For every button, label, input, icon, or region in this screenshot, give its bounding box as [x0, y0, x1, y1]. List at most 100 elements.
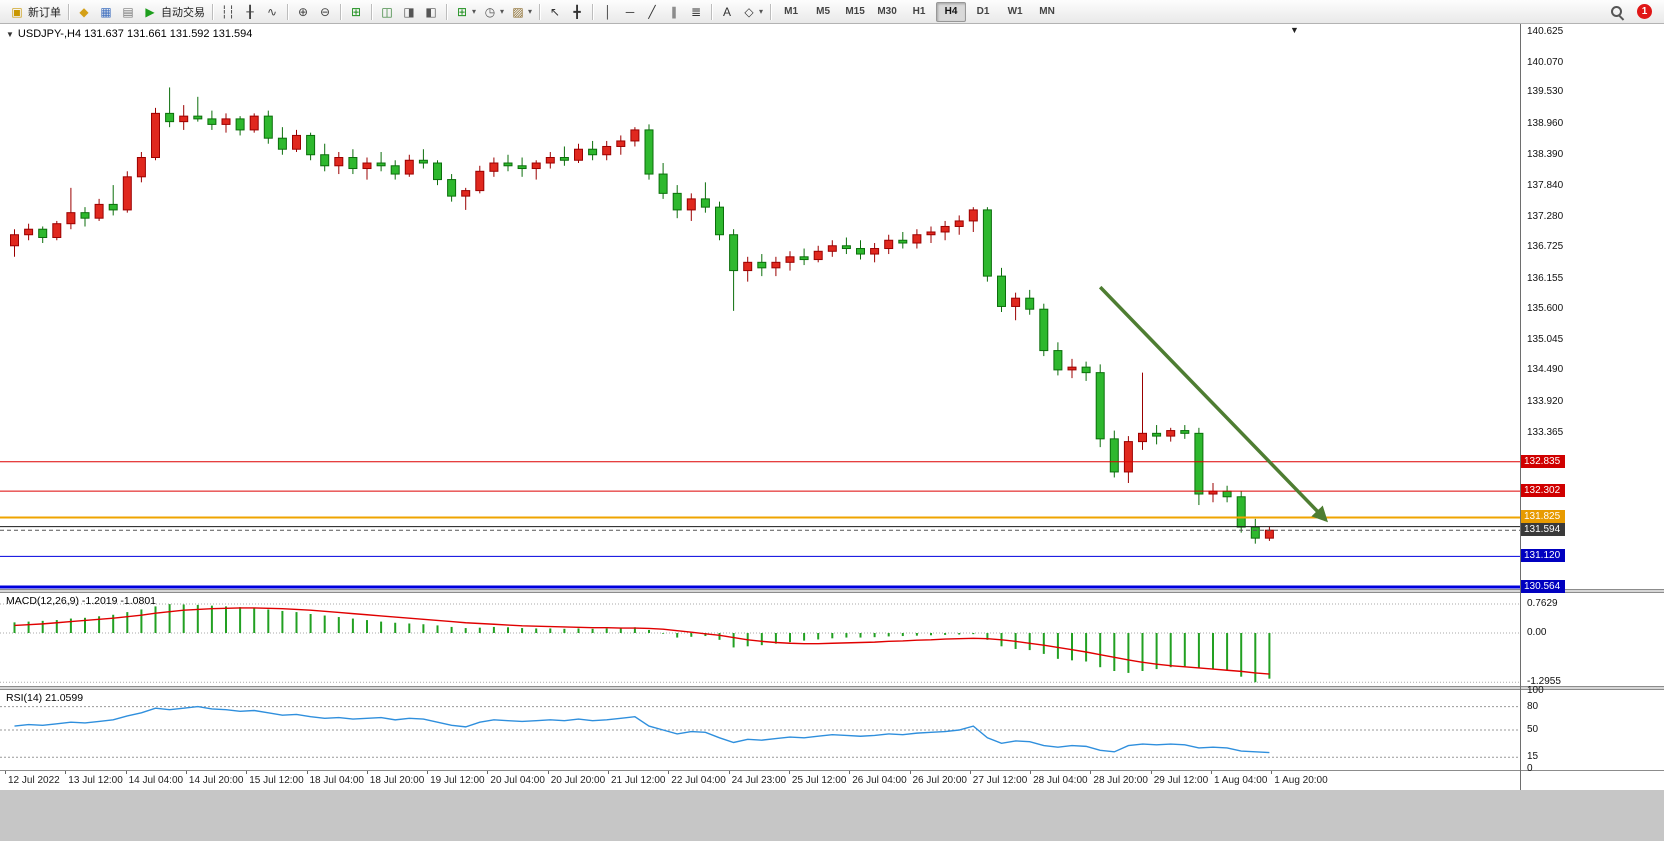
vertical-line-icon[interactable]: │ [597, 2, 619, 22]
timeframe-m30[interactable]: M30 [877, 6, 897, 17]
crosshair-icon[interactable]: ╋ [566, 2, 588, 22]
bearish-candle [1039, 308, 1049, 352]
timeframe-m1[interactable]: M1 [784, 6, 799, 17]
shift-chart-icon[interactable]: ◧ [420, 2, 442, 22]
time-axis-label: 18 Jul 04:00 [309, 775, 365, 786]
history-icon[interactable]: ◆ [73, 2, 95, 22]
line-chart-icon[interactable]: ∿ [261, 2, 283, 22]
timeframe-m15[interactable]: M15 [845, 6, 865, 17]
trend-arrow[interactable] [1098, 285, 1328, 523]
bearish-candle [658, 173, 668, 194]
bullish-candle [221, 118, 231, 125]
time-axis-label: 26 Jul 20:00 [912, 775, 968, 786]
timeframe-h4[interactable]: H4 [936, 1, 967, 22]
toolbar-button-groups: ▣ 新订单 ◆ ▦ ▤ ▶ 自动交易 ┆┆ ╂ ∿ ⊕ ⊖ ⊞ ◫ ◨ ◧ ⊞ ▾ ◷ ▾ ▨ ▾ ↖ ╋ │ ─ ╱ ∥ ≣ A ◇ ▾ [6, 2, 766, 22]
profiles-icon[interactable]: ◨ [398, 2, 420, 22]
dropdown-caret-icon[interactable]: ▾ [528, 7, 533, 16]
time-axis-tick [668, 771, 670, 774]
dropdown-caret-icon[interactable]: ▾ [500, 7, 505, 16]
bullish-candle [686, 198, 696, 211]
text-icon[interactable]: A [716, 2, 738, 22]
indicators-add-icon[interactable]: ⊞ ▾ [451, 2, 479, 22]
navigator-icon[interactable]: ▤ [117, 2, 139, 22]
line-chart-icon: ∿ [266, 4, 278, 19]
bullish-candle [461, 190, 471, 197]
timeframe-w1[interactable]: W1 [1007, 6, 1023, 17]
candlestick-chart-icon[interactable]: ╂ [239, 2, 261, 22]
trendline-icon: ╱ [648, 4, 656, 19]
support-line-orange-badge: 131.825 [1521, 510, 1565, 524]
support-line-blue-1-badge: 131.120 [1521, 549, 1565, 563]
bullish-candle [912, 234, 922, 244]
bearish-candle [306, 134, 316, 156]
resistance-line-2-badge: 132.302 [1521, 484, 1565, 498]
timeframe-mn[interactable]: MN [1039, 6, 1055, 17]
market-watch-icon[interactable]: ▦ [95, 2, 117, 22]
periods-icon[interactable]: ◷ ▾ [479, 2, 507, 22]
bullish-candle [827, 245, 837, 252]
zoom-in-icon[interactable]: ⊕ [292, 2, 314, 22]
bearish-candle [517, 165, 527, 170]
timeframe-d1[interactable]: D1 [976, 6, 990, 17]
time-axis-label: 13 Jul 12:00 [68, 775, 123, 786]
timeframe-h1[interactable]: H1 [912, 6, 926, 17]
tile-windows-icon[interactable]: ⊞ [345, 2, 367, 22]
bearish-candle [715, 206, 724, 236]
time-axis[interactable]: 12 Jul 2022 13 Jul 12:00 14 Jul 04:00 14 Ju… [0, 770, 1664, 791]
bullish-candle [884, 239, 894, 250]
search-icon[interactable] [1609, 4, 1625, 20]
panel-splitter-macd[interactable] [0, 589, 1664, 593]
autotrading-icon: ▶ [145, 4, 155, 19]
toolbar-separator [371, 3, 372, 20]
bullish-candle [334, 157, 344, 167]
time-axis-label: 14 Jul 04:00 [128, 775, 184, 786]
indicators-add-icon: ⊞ [456, 4, 468, 19]
toolbar-separator [592, 3, 594, 20]
time-axis-label: 1 Aug 04:00 [1214, 775, 1268, 786]
zoom-in-icon: ⊕ [297, 4, 309, 19]
bullish-candle [602, 145, 612, 156]
macd-scale-label: 0.7629 [1527, 598, 1558, 609]
bullish-candle [489, 162, 499, 172]
bullish-candle [926, 231, 936, 236]
rsi-line [14, 705, 1270, 754]
arrows-icon[interactable]: ◇ ▾ [738, 2, 766, 22]
time-axis-tick [487, 771, 489, 774]
rsi-panel-canvas[interactable] [0, 690, 1520, 770]
channel-icon[interactable]: ∥ [663, 2, 685, 22]
bearish-candle [1095, 372, 1105, 440]
time-axis-tick [65, 771, 67, 774]
bearish-candle [729, 234, 739, 272]
new-order-button[interactable]: ▣ 新订单 [6, 2, 64, 22]
autotrading-button[interactable]: ▶ 自动交易 [139, 2, 208, 22]
fibonacci-icon[interactable]: ≣ [685, 2, 707, 22]
templates-icon[interactable]: ▨ ▾ [507, 2, 535, 22]
bullish-candle [1264, 529, 1274, 539]
notification-badge[interactable]: 1 [1637, 4, 1652, 19]
macd-scale-label: 0.00 [1527, 627, 1547, 638]
trendline-icon[interactable]: ╱ [641, 2, 663, 22]
bullish-candle [24, 228, 34, 236]
horizontal-line-icon[interactable]: ─ [619, 2, 641, 22]
timeframe-m5[interactable]: M5 [816, 6, 831, 17]
zoom-out-icon[interactable]: ⊖ [314, 2, 336, 22]
new-chart-icon[interactable]: ◫ [376, 2, 398, 22]
time-axis-label: 29 Jul 12:00 [1153, 775, 1209, 786]
price-axis[interactable]: 140.625 140.070 139.530 138.960 138.390 137.8… [1520, 24, 1664, 790]
bearish-candle [672, 192, 682, 211]
bearish-candle [108, 203, 118, 211]
support-line-blue-2-badge: 130.564 [1521, 580, 1565, 594]
price-chart-canvas[interactable] [0, 24, 1520, 590]
macd-panel-canvas[interactable] [0, 593, 1520, 686]
panel-splitter-rsi[interactable] [0, 686, 1664, 690]
timeframe-toolbar: M1 M5 M15 M30 H1 H4 D1 W1 MN [775, 1, 1063, 22]
cursor-icon[interactable]: ↖ [544, 2, 566, 22]
chart-menu-icon[interactable]: ▼ [6, 29, 14, 39]
dropdown-caret-icon[interactable]: ▾ [759, 7, 764, 16]
bullish-candle [475, 170, 485, 192]
bar-chart-icon[interactable]: ┆┆ [217, 2, 239, 22]
price-axis-label: 136.725 [1527, 241, 1564, 253]
dropdown-caret-icon[interactable]: ▾ [472, 7, 477, 16]
bearish-candle [799, 256, 809, 261]
toolbar-separator [340, 3, 341, 20]
